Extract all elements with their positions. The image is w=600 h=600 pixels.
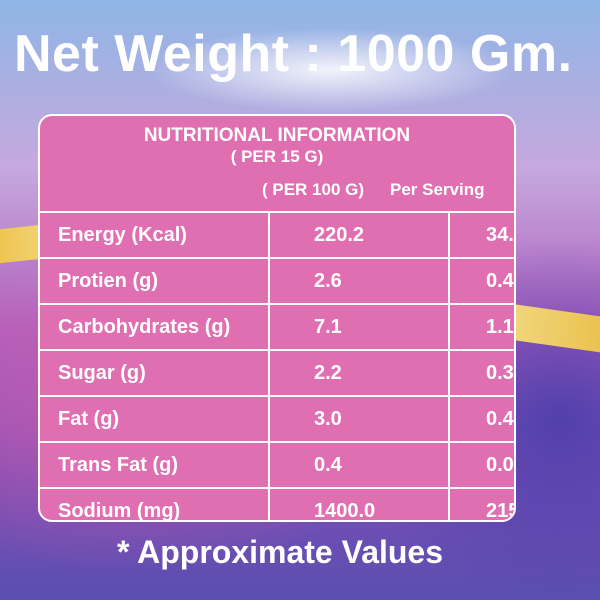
nutrition-title: NUTRITIONAL INFORMATION [143, 125, 411, 146]
per-serving-value: 0.33 [448, 349, 514, 397]
per-serving-value: 215.1 [448, 487, 514, 520]
nutrition-table: Energy (Kcal) 220.2 34.3 Protien (g) 2.6… [40, 213, 514, 520]
nutrient-label: Fat (g) [40, 395, 270, 443]
per-100g-value: 220.2 [268, 213, 450, 259]
table-row: Sodium (mg) 1400.0 215.1 [40, 487, 514, 520]
yellow-band-decoration [510, 303, 600, 353]
per-100g-value: 0.4 [268, 441, 450, 489]
per-serving-value: 34.3 [448, 213, 514, 259]
nutrient-label: Sodium (mg) [40, 487, 270, 520]
net-weight-heading: Net Weight : 1000 Gm. [14, 25, 573, 83]
per-100g-value: 7.1 [268, 303, 450, 351]
per-100g-value: 3.0 [268, 395, 450, 443]
approximate-values-footnote: * Approximate Values [116, 534, 444, 570]
nutrition-panel-header: NUTRITIONAL INFORMATION ( PER 15 G) ( PE… [40, 116, 514, 213]
per-serving-value: 0.06 [448, 441, 514, 489]
table-row: Fat (g) 3.0 0.45 [40, 395, 514, 443]
nutrition-panel: NUTRITIONAL INFORMATION ( PER 15 G) ( PE… [38, 114, 516, 522]
nutrient-label: Carbohydrates (g) [40, 303, 270, 351]
per-100g-value: 2.6 [268, 257, 450, 305]
per-serving-value: 0.4 [448, 257, 514, 305]
nutrient-label: Protien (g) [40, 257, 270, 305]
table-row: Trans Fat (g) 0.4 0.06 [40, 441, 514, 489]
nutrient-label: Energy (Kcal) [40, 213, 270, 259]
table-row: Carbohydrates (g) 7.1 1.16 [40, 303, 514, 351]
per-100g-value: 1400.0 [268, 487, 450, 520]
table-row: Energy (Kcal) 220.2 34.3 [40, 213, 514, 259]
per-serving-value: 1.16 [448, 303, 514, 351]
nutrient-label: Trans Fat (g) [40, 441, 270, 489]
column-header-per-100g: ( PER 100 G) [262, 180, 365, 199]
table-row: Protien (g) 2.6 0.4 [40, 257, 514, 305]
per-serving-value: 0.45 [448, 395, 514, 443]
per-100g-value: 2.2 [268, 349, 450, 397]
table-row: Sugar (g) 2.2 0.33 [40, 349, 514, 397]
serving-size-label: ( PER 15 G) [230, 147, 324, 166]
column-header-per-serving: Per Serving [390, 180, 485, 199]
nutrient-label: Sugar (g) [40, 349, 270, 397]
